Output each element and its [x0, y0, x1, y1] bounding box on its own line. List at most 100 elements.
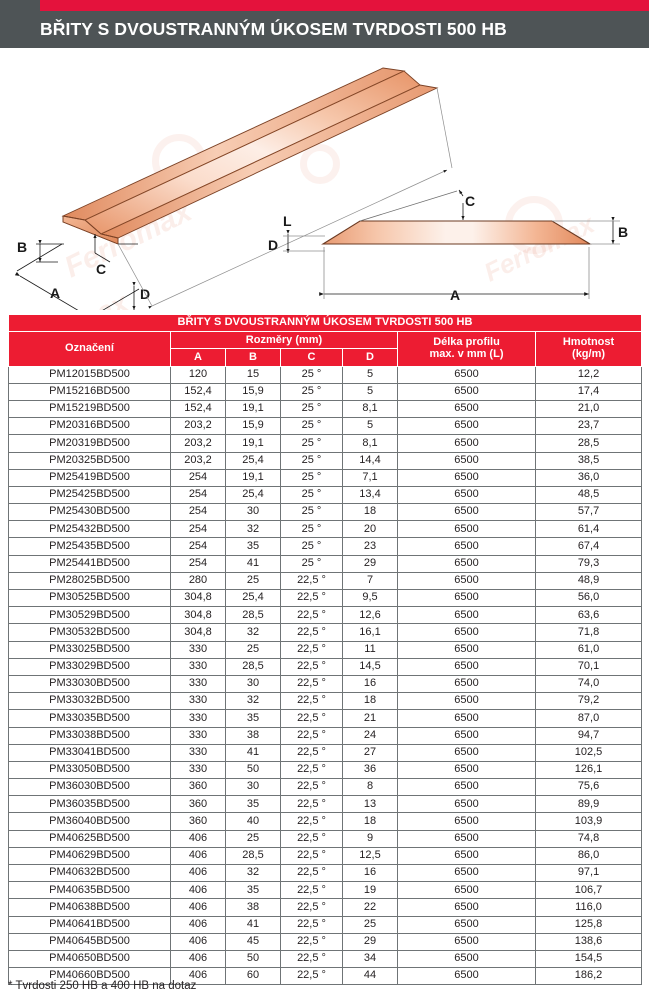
cell-designation: PM33025BD500: [8, 640, 171, 659]
cell-c: 25 °: [280, 417, 343, 436]
cell-a: 152,4: [170, 399, 226, 419]
cell-length: 6500: [397, 399, 536, 419]
cell-b: 40: [225, 812, 281, 831]
cell-c: 25 °: [280, 399, 343, 419]
cell-a: 254: [170, 520, 226, 539]
cell-designation: PM20319BD500: [8, 434, 171, 453]
iso-label-l: L: [283, 213, 292, 229]
cell-weight: 70,1: [534, 657, 643, 676]
section-dim-a: [319, 247, 590, 299]
cell-designation: PM25430BD500: [8, 503, 171, 522]
table-row: PM33041BD500 330 41 22,5 ° 27 6500 102,5: [8, 743, 643, 762]
cell-d: 27: [342, 743, 398, 762]
cell-c: 22,5 °: [280, 949, 343, 969]
table-group-header-row: Označení Rozměry (mm) Délka profilu max.…: [8, 331, 643, 367]
cell-designation: PM33038BD500: [8, 726, 171, 745]
cell-d: 36: [342, 760, 398, 780]
cell-length: 6500: [397, 898, 536, 917]
cell-a: 330: [170, 657, 226, 676]
cell-a: 152,4: [170, 382, 226, 401]
cell-weight: 67,4: [534, 537, 643, 556]
table-row: PM40632BD500 406 32 22,5 ° 16 6500 97,1: [8, 863, 643, 883]
cell-designation: PM30525BD500: [8, 588, 171, 608]
cell-a: 406: [170, 898, 226, 917]
cell-d: 8,1: [342, 399, 398, 419]
cell-d: 9,5: [342, 588, 398, 608]
cell-b: 19,1: [225, 399, 281, 419]
cell-b: 25: [225, 829, 281, 848]
cell-designation: PM30532BD500: [8, 623, 171, 642]
cell-length: 6500: [397, 434, 536, 453]
cell-d: 13,4: [342, 485, 398, 505]
cell-designation: PM25432BD500: [8, 520, 171, 539]
cell-weight: 79,3: [534, 554, 643, 573]
cell-designation: PM25419BD500: [8, 468, 171, 487]
cell-b: 25,4: [225, 588, 281, 608]
cell-b: 19,1: [225, 434, 281, 453]
cell-c: 22,5 °: [280, 915, 343, 934]
cell-weight: 48,5: [534, 485, 643, 505]
cell-a: 280: [170, 571, 226, 591]
cell-a: 360: [170, 795, 226, 814]
cell-length: 6500: [397, 571, 536, 591]
cell-length: 6500: [397, 606, 536, 625]
cell-weight: 57,7: [534, 503, 643, 522]
cell-weight: 23,7: [534, 417, 643, 436]
cell-a: 406: [170, 932, 226, 951]
cell-c: 22,5 °: [280, 760, 343, 780]
cell-d: 44: [342, 967, 398, 986]
col-header-a: A: [170, 348, 226, 367]
cell-designation: PM40650BD500: [8, 949, 171, 969]
cell-length: 6500: [397, 537, 536, 556]
cell-c: 22,5 °: [280, 967, 343, 986]
page-header: BŘITY S DVOUSTRANNÝM ÚKOSEM TVRDOSTI 500…: [0, 11, 649, 48]
iso-label-c: C: [96, 261, 106, 277]
cell-length: 6500: [397, 967, 536, 986]
table-row: PM40638BD500 406 38 22,5 ° 22 6500 116,0: [8, 898, 643, 917]
cell-weight: 28,5: [534, 434, 643, 453]
cell-d: 16: [342, 674, 398, 694]
cell-d: 12,5: [342, 846, 398, 866]
cell-b: 41: [225, 743, 281, 762]
cell-c: 22,5 °: [280, 846, 343, 866]
cell-weight: 17,4: [534, 382, 643, 401]
cell-a: 120: [170, 365, 226, 384]
cell-d: 19: [342, 881, 398, 900]
cell-d: 7: [342, 571, 398, 591]
cell-length: 6500: [397, 949, 536, 969]
cell-a: 406: [170, 949, 226, 969]
cell-length: 6500: [397, 503, 536, 522]
table-row: PM25435BD500 254 35 25 ° 23 6500 67,4: [8, 537, 643, 556]
cell-d: 8,1: [342, 434, 398, 453]
cell-b: 30: [225, 778, 281, 797]
cell-designation: PM40632BD500: [8, 863, 171, 883]
cell-length: 6500: [397, 623, 536, 642]
table-row: PM40650BD500 406 50 22,5 ° 34 6500 154,5: [8, 949, 643, 969]
cell-weight: 61,4: [534, 520, 643, 539]
spec-table-wrapper: BŘITY S DVOUSTRANNÝM ÚKOSEM TVRDOSTI 500…: [7, 313, 643, 986]
cell-designation: PM40625BD500: [8, 829, 171, 848]
cell-designation: PM36035BD500: [8, 795, 171, 814]
iso-dim-c: [93, 234, 111, 263]
cell-a: 330: [170, 709, 226, 728]
cell-designation: PM36040BD500: [8, 812, 171, 831]
cell-weight: 106,7: [534, 881, 643, 900]
table-row: PM40645BD500 406 45 22,5 ° 29 6500 138,6: [8, 932, 643, 951]
cell-length: 6500: [397, 485, 536, 505]
cell-length: 6500: [397, 743, 536, 762]
cell-c: 22,5 °: [280, 881, 343, 900]
section-label-a: A: [450, 287, 460, 303]
cell-length: 6500: [397, 468, 536, 487]
cell-length: 6500: [397, 451, 536, 470]
cell-d: 18: [342, 503, 398, 522]
table-row: PM33050BD500 330 50 22,5 ° 36 6500 126,1: [8, 760, 643, 780]
table-row: PM40635BD500 406 35 22,5 ° 19 6500 106,7: [8, 881, 643, 900]
cell-weight: 89,9: [534, 795, 643, 814]
cell-a: 330: [170, 640, 226, 659]
cell-length: 6500: [397, 812, 536, 831]
cell-designation: PM20316BD500: [8, 417, 171, 436]
cell-b: 15,9: [225, 417, 281, 436]
cell-a: 203,2: [170, 451, 226, 470]
cell-weight: 154,5: [534, 949, 643, 969]
section-label-d: D: [268, 237, 278, 253]
